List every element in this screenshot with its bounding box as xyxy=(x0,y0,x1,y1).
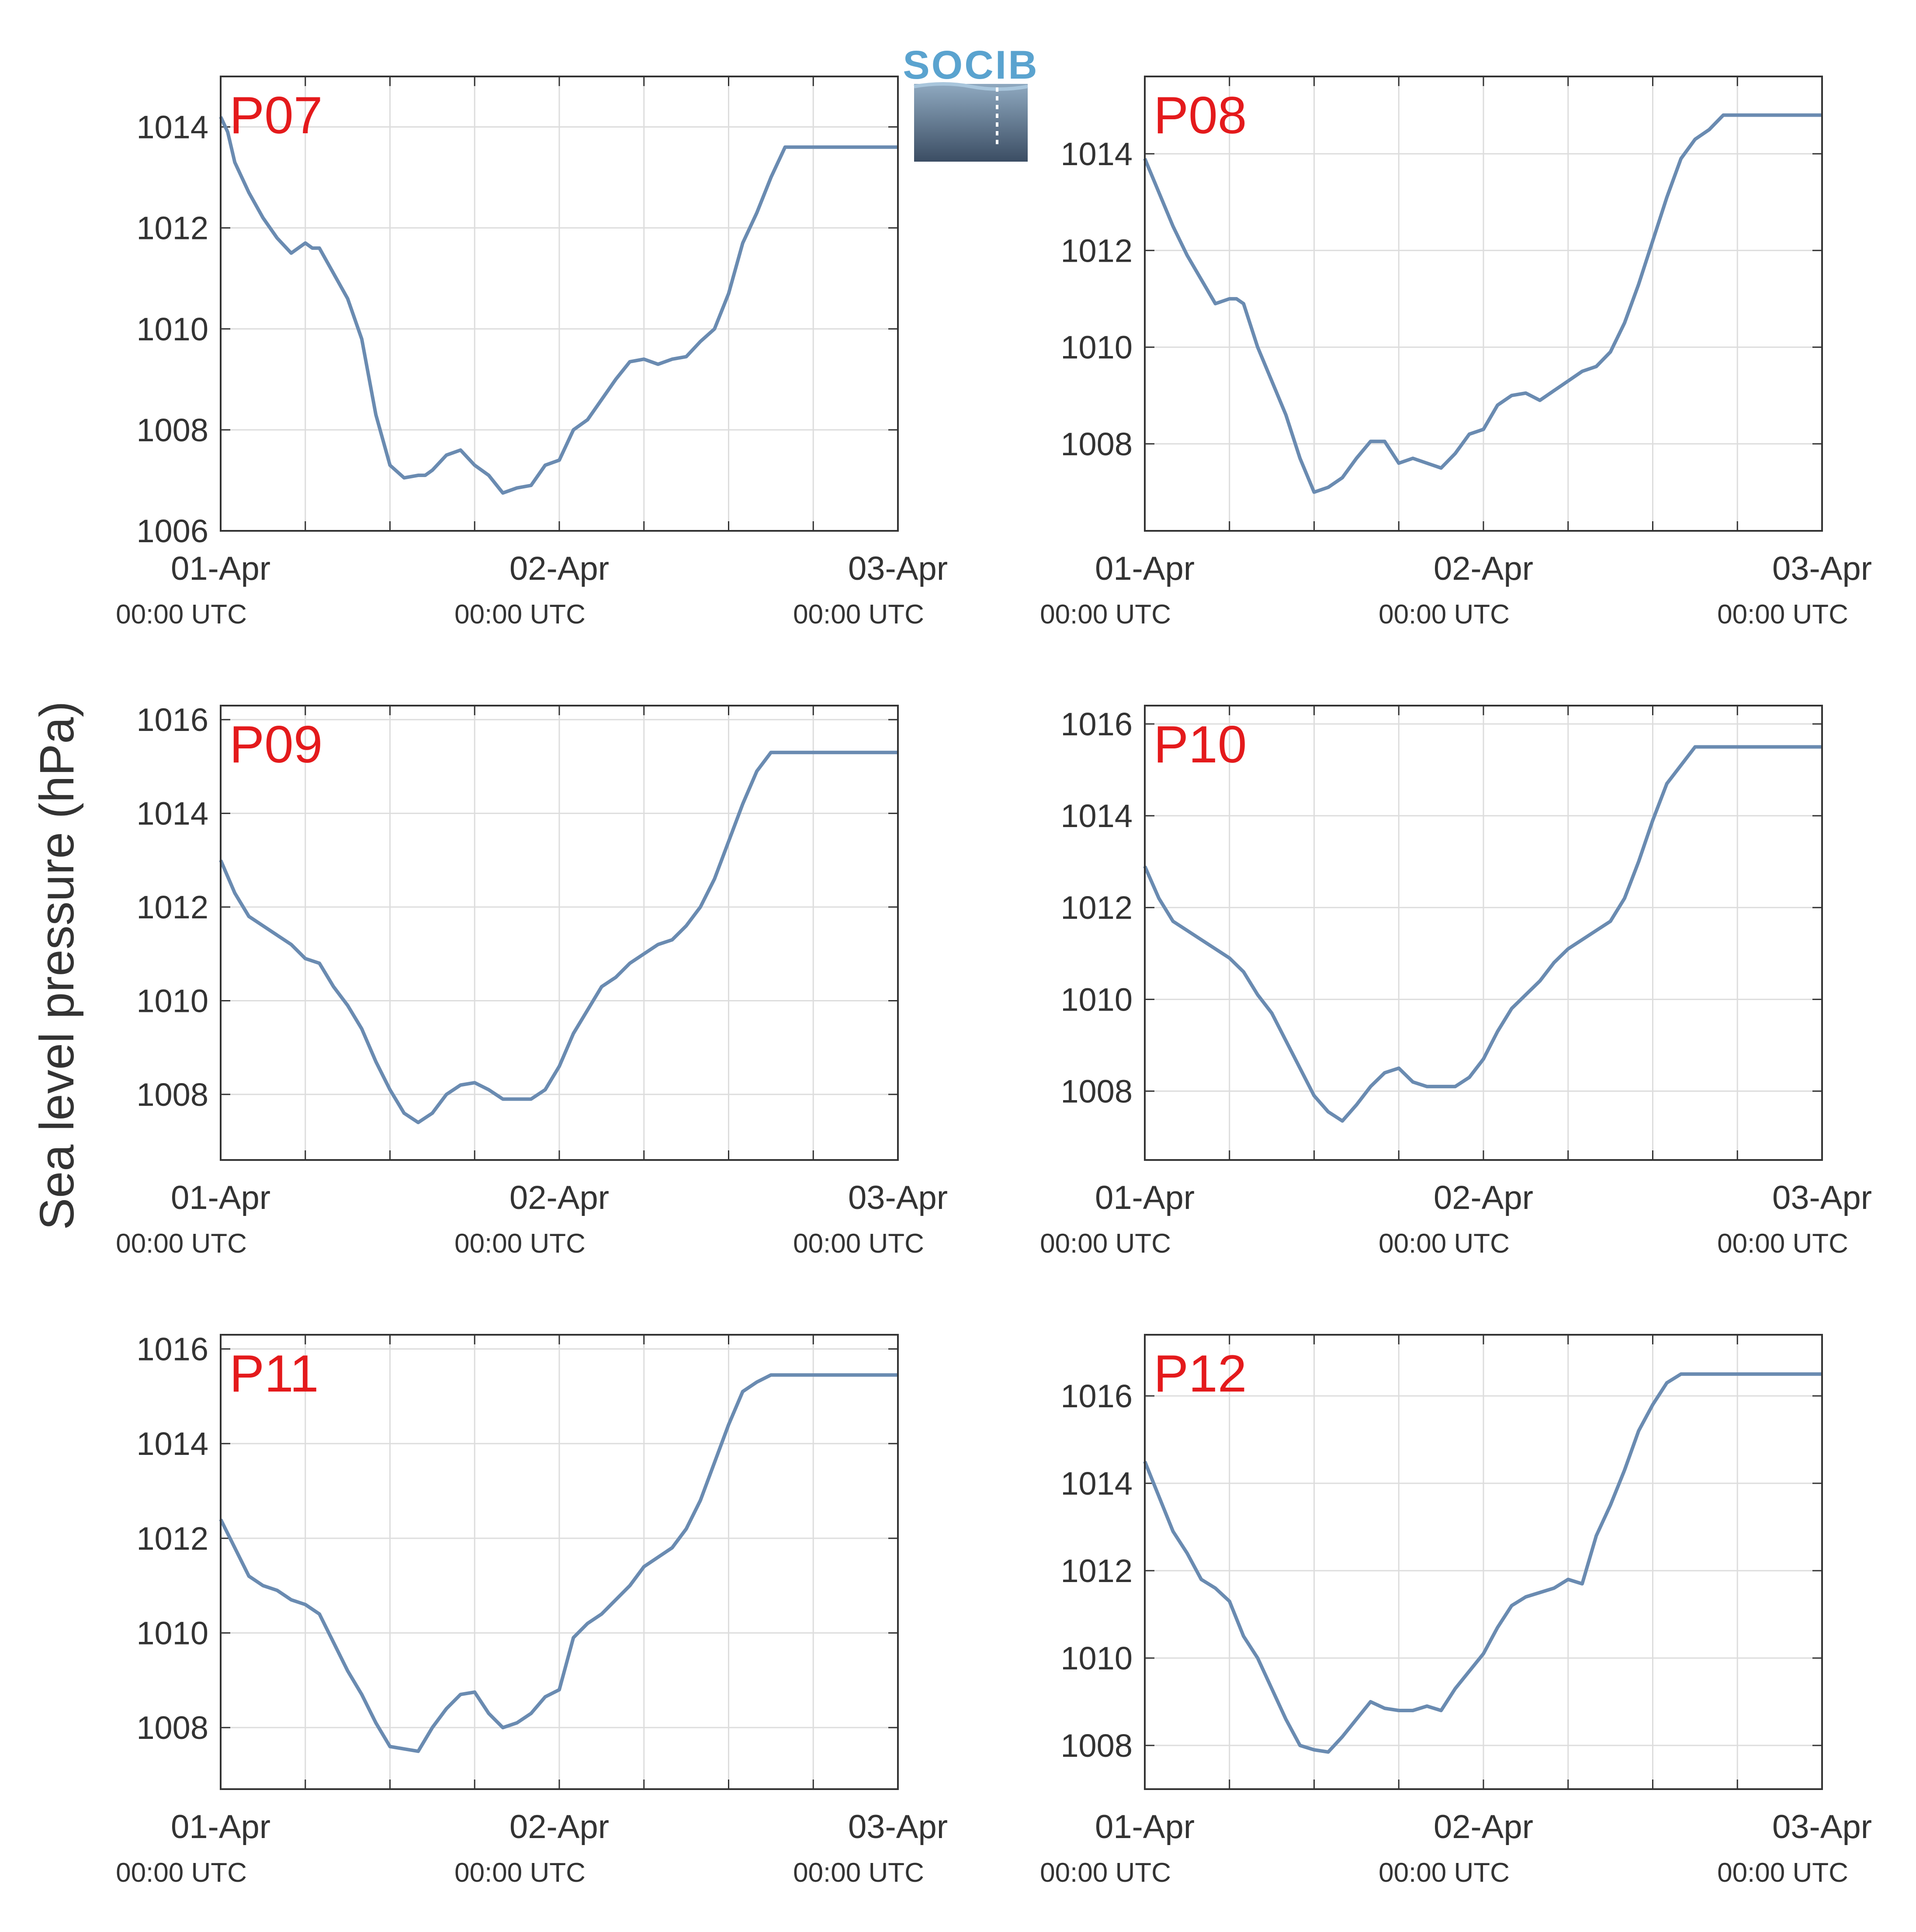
y-tick-label: 1010 xyxy=(136,1615,208,1652)
y-tick-label: 1016 xyxy=(1060,1378,1133,1414)
x-tick-label-date: 02-Apr xyxy=(1434,1179,1533,1216)
y-tick-label: 1012 xyxy=(136,1520,208,1557)
x-tick-label-date: 01-Apr xyxy=(171,1808,270,1845)
x-tick-label-date: 02-Apr xyxy=(1434,1808,1533,1845)
x-tick-label-date: 02-Apr xyxy=(1434,550,1533,587)
y-tick-label: 1008 xyxy=(136,412,208,448)
plot-frame xyxy=(1144,705,1823,1161)
x-tick-label-date: 03-Apr xyxy=(1772,1179,1872,1216)
y-tick-label: 1010 xyxy=(136,983,208,1019)
y-tick-label: 1012 xyxy=(136,210,208,246)
x-tick-label-time: 00:00 UTC xyxy=(116,1229,247,1259)
x-tick-label-time: 00:00 UTC xyxy=(1717,599,1848,630)
y-tick-label: 1006 xyxy=(136,513,208,549)
plot-frame xyxy=(1144,1334,1823,1790)
x-tick-label-date: 02-Apr xyxy=(509,1808,609,1845)
x-tick-label-date: 02-Apr xyxy=(509,550,609,587)
y-tick-label: 1010 xyxy=(1060,981,1133,1018)
plot-frame xyxy=(220,705,899,1161)
y-axis-label: Sea level pressure (hPa) xyxy=(30,701,84,1230)
y-tick-label: 1010 xyxy=(136,311,208,347)
y-tick-label: 1008 xyxy=(1060,1728,1133,1764)
x-tick-label-time: 00:00 UTC xyxy=(1379,1229,1510,1259)
x-tick-label-time: 00:00 UTC xyxy=(1379,599,1510,630)
x-tick-label-date: 01-Apr xyxy=(171,550,270,587)
x-tick-label-time: 00:00 UTC xyxy=(1040,1858,1171,1888)
panel-p11: 1008 1010 1012 1014 1016 P11 01-Apr 00:00 UTC 02… xyxy=(116,1331,948,1888)
plot-frame xyxy=(1144,76,1823,532)
x-tick-label-date: 03-Apr xyxy=(848,1179,948,1216)
panel-label: P09 xyxy=(229,715,323,774)
panel-p08: 1008 1010 1012 1014 P08 01-Apr 00:00 UTC 02-Apr… xyxy=(1040,76,1872,630)
series-line-p08 xyxy=(1143,113,1822,494)
x-tick-label-time: 00:00 UTC xyxy=(454,1858,586,1888)
y-tick-label: 1014 xyxy=(136,796,208,832)
x-tick-label-date: 03-Apr xyxy=(848,1808,948,1845)
x-tick-label-time: 00:00 UTC xyxy=(1040,1229,1171,1259)
y-tick-label: 1012 xyxy=(1060,1553,1133,1589)
series-line-p10 xyxy=(1143,745,1822,1123)
y-tick-label: 1012 xyxy=(136,889,208,925)
y-tick-label: 1008 xyxy=(136,1710,208,1746)
panel-label: P11 xyxy=(229,1344,319,1403)
panel-p07: 1006 1008 1010 1012 1014 P07 01-Apr 00:00 UTC 02… xyxy=(116,76,948,630)
x-tick-label-time: 00:00 UTC xyxy=(1717,1229,1848,1259)
y-tick-label: 1012 xyxy=(1060,890,1133,926)
panel-p12: 1008 1010 1012 1014 1016 P12 01-Apr 00:00 UTC 02… xyxy=(1040,1334,1872,1888)
y-tick-label: 1014 xyxy=(136,109,208,145)
y-tick-label: 1014 xyxy=(1060,1465,1133,1502)
series-line-p12 xyxy=(1143,1372,1822,1754)
x-tick-label-date: 03-Apr xyxy=(848,550,948,587)
y-tick-label: 1014 xyxy=(1060,798,1133,834)
x-tick-label-time: 00:00 UTC xyxy=(116,599,247,630)
y-tick-label: 1016 xyxy=(136,1331,208,1368)
panel-p09: 1008 1010 1012 1014 1016 P09 01-Apr 00:00 UTC 02… xyxy=(116,702,948,1259)
x-tick-label-date: 01-Apr xyxy=(1095,1808,1195,1845)
y-tick-label: 1010 xyxy=(1060,1640,1133,1676)
panel-label: P07 xyxy=(229,86,323,145)
series-line-p11 xyxy=(219,1373,898,1753)
series-line-p07 xyxy=(219,116,898,495)
x-tick-label-date: 03-Apr xyxy=(1772,550,1872,587)
logo-text: SOCIB xyxy=(903,43,1039,87)
x-tick-label-time: 00:00 UTC xyxy=(454,599,586,630)
y-tick-label: 1010 xyxy=(1060,329,1133,366)
x-tick-label-date: 03-Apr xyxy=(1772,1808,1872,1845)
x-tick-label-time: 00:00 UTC xyxy=(793,1229,924,1259)
panel-p10: 1008 1010 1012 1014 1016 P10 01-Apr 00:00 UTC 02… xyxy=(1040,705,1872,1259)
x-tick-label-time: 00:00 UTC xyxy=(116,1858,247,1888)
x-tick-label-time: 00:00 UTC xyxy=(1040,599,1171,630)
y-tick-label: 1016 xyxy=(1060,706,1133,742)
x-tick-label-date: 01-Apr xyxy=(171,1179,270,1216)
x-tick-label-date: 01-Apr xyxy=(1095,550,1195,587)
y-tick-label: 1014 xyxy=(1060,136,1133,172)
x-tick-label-time: 00:00 UTC xyxy=(793,599,924,630)
x-tick-label-date: 01-Apr xyxy=(1095,1179,1195,1216)
x-tick-label-time: 00:00 UTC xyxy=(454,1229,586,1259)
x-tick-label-time: 00:00 UTC xyxy=(1379,1858,1510,1888)
y-tick-label: 1008 xyxy=(136,1077,208,1113)
x-tick-label-time: 00:00 UTC xyxy=(1717,1858,1848,1888)
logo-mark xyxy=(914,84,1028,162)
plot-frame xyxy=(220,1334,899,1790)
socib-logo: SOCIB xyxy=(903,43,1039,162)
y-tick-label: 1008 xyxy=(1060,1073,1133,1109)
x-tick-label-date: 02-Apr xyxy=(509,1179,609,1216)
x-tick-label-time: 00:00 UTC xyxy=(793,1858,924,1888)
panel-label: P12 xyxy=(1154,1344,1247,1403)
panel-label: P08 xyxy=(1154,86,1247,145)
plot-frame xyxy=(220,76,899,532)
y-tick-label: 1014 xyxy=(136,1426,208,1462)
y-tick-label: 1012 xyxy=(1060,232,1133,269)
series-line-p09 xyxy=(219,751,898,1125)
logo-wave xyxy=(914,82,1028,91)
panel-label: P10 xyxy=(1154,715,1247,774)
y-tick-label: 1016 xyxy=(136,702,208,738)
y-tick-label: 1008 xyxy=(1060,426,1133,462)
